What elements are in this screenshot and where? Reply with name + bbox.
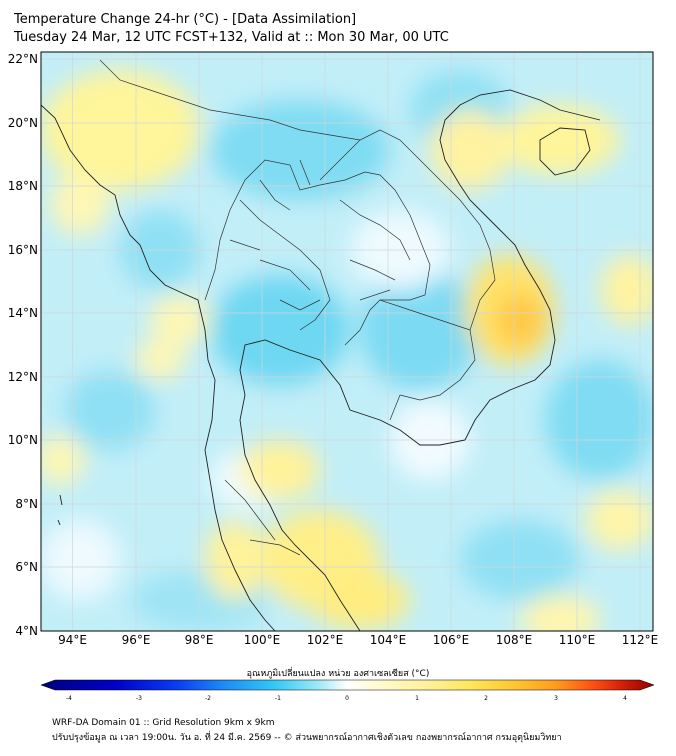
lat-label: 20°N bbox=[8, 116, 38, 130]
lat-axis: 22°N 20°N 18°N 16°N 14°N 12°N 10°N 8°N 6… bbox=[8, 52, 38, 638]
colorbar-ramp bbox=[40, 679, 655, 691]
footer-credit: ปรับปรุงข้อมูล ณ เวลา 19:00น. วัน อ. ที่… bbox=[52, 733, 562, 743]
map-title: Temperature Change 24-hr (°C) - [Data As… bbox=[14, 12, 357, 27]
colorbar-label: อุณหภูมิเปลี่ยนแปลง หน่วย องศาเซลเซียส (… bbox=[246, 669, 430, 679]
lat-label: 22°N bbox=[8, 52, 38, 66]
coastlines bbox=[41, 89, 601, 631]
map-frame bbox=[40, 51, 654, 632]
lat-label: 6°N bbox=[15, 560, 38, 574]
colorbar-tick: 4 bbox=[623, 695, 627, 702]
colorbar-tick: -4 bbox=[66, 695, 72, 702]
lon-label: 110°E bbox=[559, 633, 596, 647]
lon-label: 96°E bbox=[122, 633, 151, 647]
lon-label: 104°E bbox=[370, 633, 407, 647]
lon-label: 112°E bbox=[622, 633, 659, 647]
lon-label: 98°E bbox=[185, 633, 214, 647]
temperature-field bbox=[41, 52, 653, 631]
colorbar-tick: -2 bbox=[205, 695, 211, 702]
lat-label: 12°N bbox=[8, 370, 38, 384]
colorbar-tick: 2 bbox=[484, 695, 488, 702]
map-subtitle: Tuesday 24 Mar, 12 UTC FCST+132, Valid a… bbox=[14, 30, 449, 45]
lon-label: 106°E bbox=[433, 633, 470, 647]
colorbar-tick: 1 bbox=[415, 695, 419, 702]
lat-label: 10°N bbox=[8, 433, 38, 447]
colorbar-tick: -3 bbox=[136, 695, 142, 702]
graticule bbox=[41, 52, 653, 631]
colorbar-tick: -1 bbox=[275, 695, 281, 702]
country-borders bbox=[99, 59, 496, 556]
lon-label: 108°E bbox=[496, 633, 533, 647]
lat-label: 18°N bbox=[8, 179, 38, 193]
lon-label: 94°E bbox=[58, 633, 87, 647]
lat-label: 4°N bbox=[15, 624, 38, 638]
lat-label: 16°N bbox=[8, 243, 38, 257]
lon-label: 102°E bbox=[307, 633, 344, 647]
lon-axis: 94°E 96°E 98°E 100°E 102°E 104°E 106°E 1… bbox=[58, 633, 658, 647]
colorbar-tick: 0 bbox=[345, 695, 349, 702]
colorbar: -4 -3 -2 -1 0 1 2 3 4 bbox=[40, 679, 655, 702]
lon-label: 100°E bbox=[244, 633, 281, 647]
footer-model-info: WRF-DA Domain 01 :: Grid Resolution 9km … bbox=[52, 718, 275, 728]
colorbar-tick: 3 bbox=[554, 695, 558, 702]
lat-label: 14°N bbox=[8, 306, 38, 320]
colorbar-ticks: -4 -3 -2 -1 0 1 2 3 4 bbox=[66, 695, 627, 702]
lat-label: 8°N bbox=[15, 497, 38, 511]
